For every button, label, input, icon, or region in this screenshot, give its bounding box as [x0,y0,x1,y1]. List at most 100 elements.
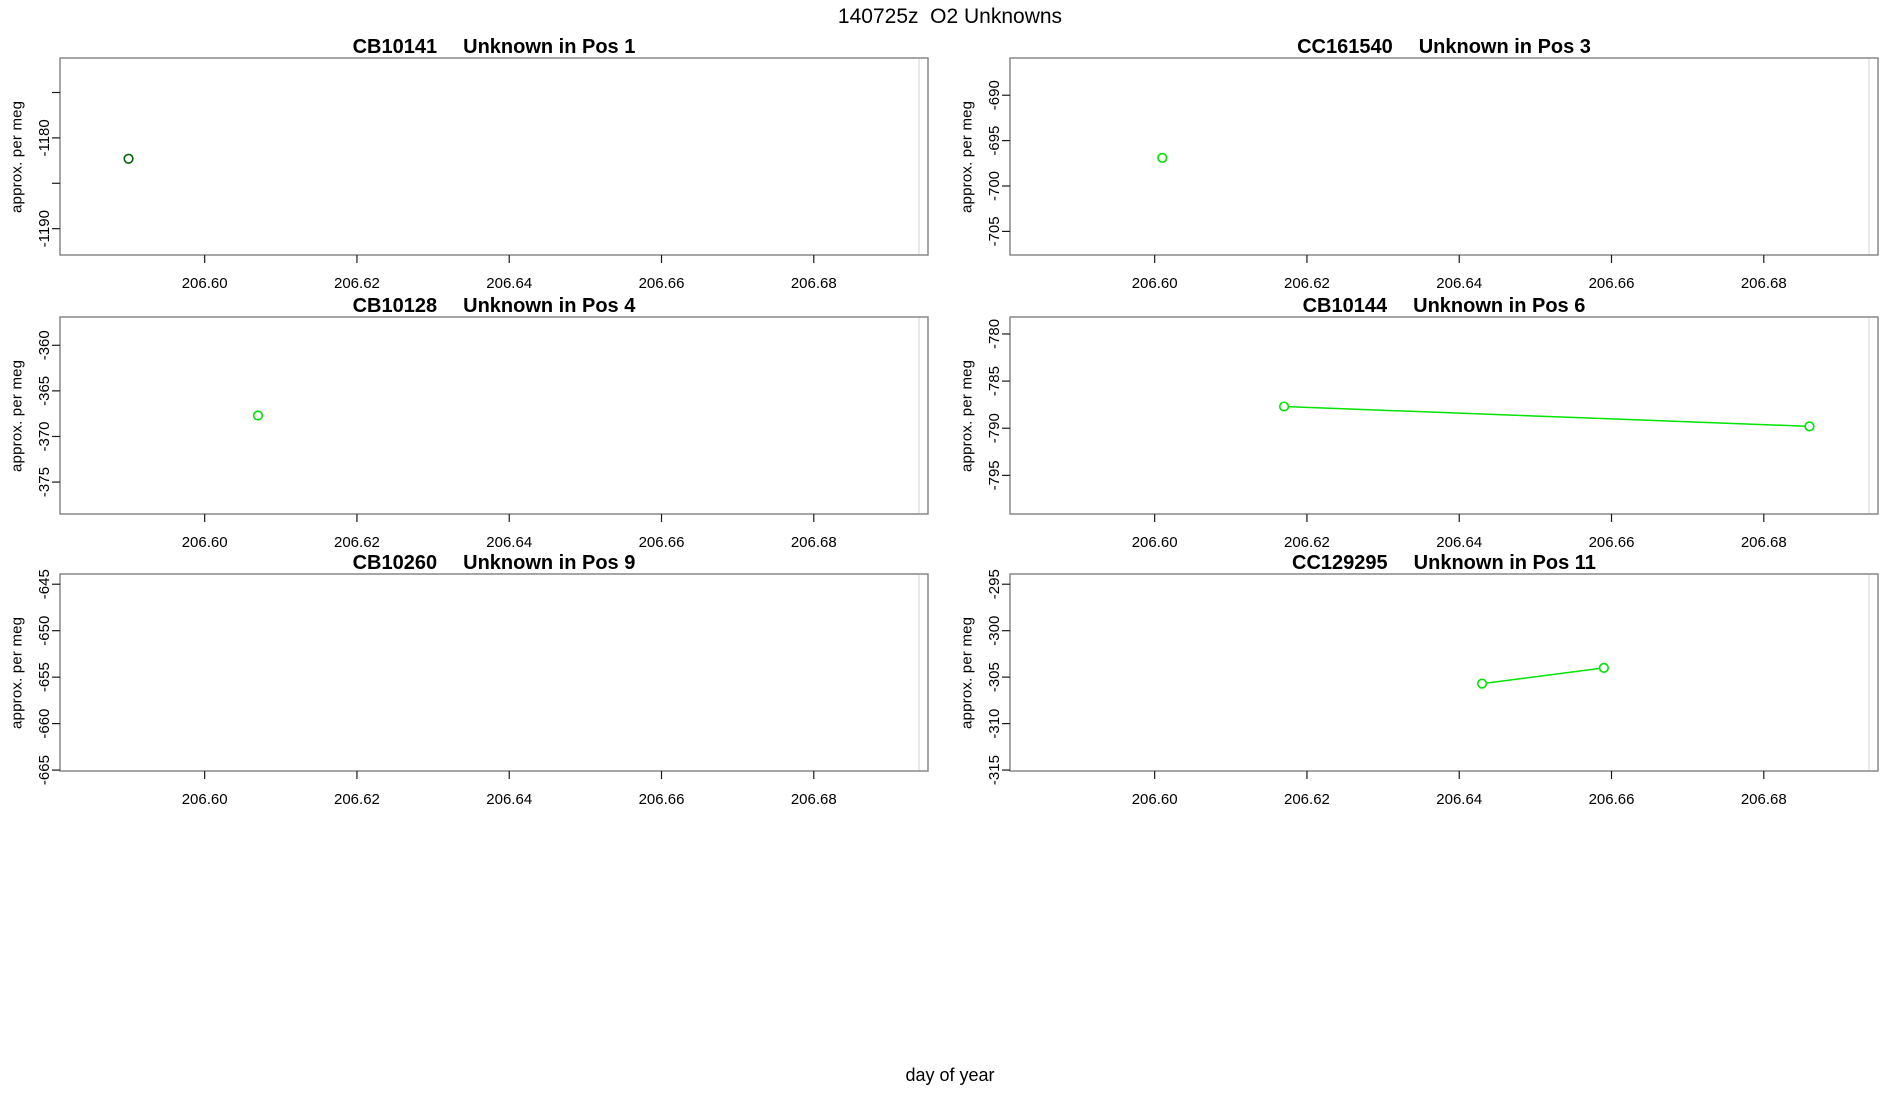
position-label: Unknown in Pos 11 [1413,552,1596,574]
sample-id: CC161540 [1297,36,1393,58]
x-tick-label: 206.62 [1284,534,1330,551]
subplot-5: 206.60 206.62 206.64 206.66 206.68 -665 -660 -6… [36,569,929,808]
y-tick-label: -360 [36,330,53,360]
data-series-line [1284,405,1810,428]
subplot-2: 206.60 206.62 206.64 206.66 206.68 -705 -700 -6… [986,57,1879,292]
x-tick-label: 206.64 [486,275,532,292]
y-tick-label: -655 [36,662,53,692]
x-tick-label: 206.60 [182,275,228,292]
x-axis-label: day of year [905,1065,995,1085]
y-tick-label: -375 [36,467,53,497]
position-label: Unknown in Pos 4 [463,295,636,317]
y-axis-label: approx. per meg [958,616,976,729]
y-tick-label: -695 [986,126,1003,156]
y-tick-label: -705 [986,216,1003,246]
y-tick-label: -665 [36,755,53,785]
position-label: Unknown in Pos 1 [463,36,636,58]
x-tick-label: 206.62 [1284,791,1330,808]
x-tick-label: 206.66 [1589,275,1635,292]
plot-box [1009,573,1879,772]
x-tick-label: 206.68 [1741,534,1787,551]
x-tick-label: 206.66 [1589,534,1635,551]
x-tick-label: 206.68 [1741,791,1787,808]
subplot-title: CC129295 Unknown in Pos 11 [1010,552,1878,574]
position-label: Unknown in Pos 3 [1418,36,1591,58]
x-tick-label: 206.60 [182,534,228,551]
y-axis-label: approx. per meg [958,100,976,213]
y-tick-label: -295 [986,569,1003,599]
y-tick-label: -660 [36,709,53,739]
x-tick-label: 206.66 [639,534,685,551]
position-label: Unknown in Pos 6 [1413,295,1586,317]
y-tick-label: -645 [36,569,53,599]
y-axis-label: approx. per meg [8,100,26,213]
y-tick-label: -790 [986,413,1003,443]
subplot-title: CB10260 Unknown in Pos 9 [60,552,928,574]
y-axis-label: approx. per meg [8,616,26,729]
subplot-title: CB10141 Unknown in Pos 1 [60,36,928,58]
plot-box [1009,57,1879,256]
y-tick-label: -315 [986,755,1003,785]
y-axis-label: approx. per meg [958,359,976,472]
sample-id: CB10144 [1302,295,1388,317]
data-point-marker [123,153,134,164]
x-tick-label: 206.60 [1132,534,1178,551]
subplot-title: CC161540 Unknown in Pos 3 [1010,36,1878,58]
y-tick-label: -650 [36,616,53,646]
x-tick-label: 206.68 [1741,275,1787,292]
y-tick-label: -780 [986,319,1003,349]
figure-title: 140725z O2 Unknowns [837,5,1063,28]
y-tick-label: -785 [986,366,1003,396]
y-tick-label: -1180 [36,119,53,156]
x-tick-label: 206.68 [791,275,837,292]
x-tick-label: 206.62 [334,534,380,551]
subplot-6: 206.60 206.62 206.64 206.66 206.68 -315 -310 -3… [986,569,1879,808]
y-tick-label: -1190 [36,210,53,247]
y-tick-label: -690 [986,80,1003,110]
subplot-3: 206.60 206.62 206.64 206.66 206.68 -375 -370 -3… [36,316,929,551]
x-tick-label: 206.62 [1284,275,1330,292]
data-point-marker [1476,678,1488,689]
y-tick-label: -300 [986,616,1003,646]
position-label: Unknown in Pos 9 [463,552,636,574]
data-point-marker [1804,421,1815,432]
y-tick-label: -700 [986,171,1003,201]
y-tick-label: -370 [36,421,53,451]
sample-id: CB10260 [352,552,438,574]
data-point-marker [1598,662,1609,673]
y-axis-label: approx. per meg [8,359,26,472]
plot-box [59,57,929,256]
x-tick-label: 206.62 [334,791,380,808]
x-tick-label: 206.64 [1436,534,1482,551]
x-tick-label: 206.66 [639,791,685,808]
sample-id: CB10128 [352,295,438,317]
subplot-title: CB10128 Unknown in Pos 4 [60,295,928,317]
x-tick-label: 206.60 [1132,275,1178,292]
x-tick-label: 206.64 [486,534,532,551]
data-point-marker [1157,152,1168,163]
data-series-line [1481,667,1604,685]
y-tick-label: -310 [986,709,1003,739]
x-tick-label: 206.60 [1132,791,1178,808]
subplot-title: CB10144 Unknown in Pos 6 [1010,295,1878,317]
x-tick-label: 206.60 [182,791,228,808]
x-tick-label: 206.66 [1589,791,1635,808]
x-tick-label: 206.64 [486,791,532,808]
x-tick-label: 206.68 [791,791,837,808]
x-tick-label: 206.66 [639,275,685,292]
sample-id: CB10141 [352,36,438,58]
data-point-marker [1279,401,1290,412]
subplot-4: 206.60 206.62 206.64 206.66 206.68 -795 -790 -7… [986,316,1879,551]
y-tick-label: -365 [36,376,53,406]
sample-id: CC129295 [1292,552,1388,574]
data-point-marker [252,410,264,421]
y-tick-label: -795 [986,460,1003,490]
x-tick-label: 206.64 [1436,275,1482,292]
y-tick-label: -305 [986,662,1003,692]
x-tick-label: 206.64 [1436,791,1482,808]
plot-box [59,573,929,772]
subplot-1: 206.60 206.62 206.64 206.66 206.68 -1190 -1180 [36,57,929,292]
plot-box [59,316,929,515]
